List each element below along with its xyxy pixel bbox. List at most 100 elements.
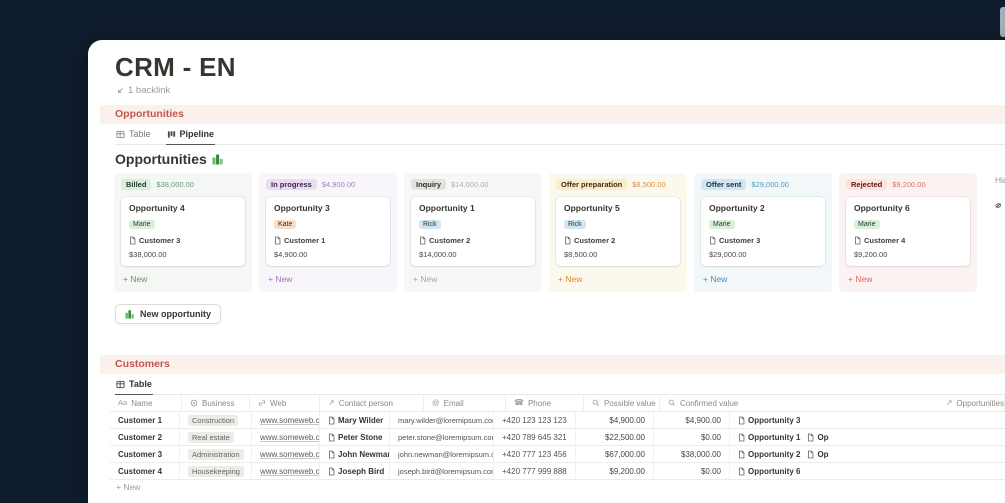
opportunity-chip[interactable]: Opportunity 6 [738,467,800,476]
cell-contact-person[interactable]: John Newman [320,446,390,462]
cell-possible-value[interactable]: $4,900.00 [576,412,654,428]
cell-name[interactable]: Customer 2 [110,429,180,445]
add-card-button[interactable]: + New [848,274,873,284]
opportunity-chip[interactable]: Opportunity 1 [738,433,800,442]
section-banner-opportunities[interactable]: Opportunities [100,105,1005,124]
cell-opportunities[interactable]: Opportunity 6 [730,463,1005,479]
table-row[interactable]: Customer 2 Real estate www.someweb.com [110,429,1005,446]
opportunity-chip[interactable]: Op [807,433,829,442]
card-title: Opportunity 1 [419,203,475,213]
document-icon [738,467,745,475]
web-link[interactable]: www.someweb.com [260,466,320,476]
opportunity-card[interactable]: Opportunity 5 Rick Customer 2 $8,500.00 [556,197,680,266]
backlink-row[interactable]: 1 backlink [116,85,1005,96]
table-column-header[interactable]: Aa ↗ @ ☎ [424,395,506,411]
cell-email[interactable]: joseph.bird@loremipsum.com [390,463,494,479]
opportunity-card[interactable]: Opportunity 6 Marie Customer 4 $9,200.00 [846,197,970,266]
board-column: Rejected $9,200.00 Opportunity 6 Marie [839,173,977,292]
cell-opportunities[interactable]: Opportunity 2 Op [730,446,1005,462]
web-link[interactable]: www.someweb.com [260,432,320,442]
cell-business[interactable]: Housekeeping [180,463,252,479]
tab-table[interactable]: Table [115,124,152,144]
cell-phone[interactable]: +420 777 999 888 [494,463,576,479]
cell-possible-value[interactable]: $9,200.00 [576,463,654,479]
add-card-button[interactable]: + New [268,274,293,284]
table-column-header[interactable]: Aa ↗ @ ☎ [584,395,660,411]
opportunity-card[interactable]: Opportunity 4 Marie Customer 3 $38,000.0… [121,197,245,266]
table-column-header[interactable]: Aa ↗ @ ☎ [660,395,938,411]
cell-web[interactable]: www.someweb.com [252,446,320,462]
cell-business[interactable]: Construction [180,412,252,428]
cell-business[interactable]: Real estate [180,429,252,445]
hidden-group-no-status[interactable]: No Status $0.00 [995,195,1005,215]
table-column-header[interactable]: Aa ↗ @ ☎ [938,395,1005,411]
cell-contact-person[interactable]: Peter Stone [320,429,390,445]
add-row-button[interactable]: + New [116,482,141,492]
add-card-button[interactable]: + New [123,274,148,284]
tab-pipeline[interactable]: Pipeline [165,124,216,145]
board-column-header[interactable]: In progress $4,900.00 [266,179,390,190]
board-column-header[interactable]: Inquiry $14,000.00 [411,179,535,190]
table-row[interactable]: Customer 3 Administration www.someweb.co… [110,446,1005,463]
cell-confirmed-value[interactable]: $4,900.00 [654,412,730,428]
table-column-header[interactable]: Aa ↗ @ ☎ [320,395,424,411]
web-link[interactable]: www.someweb.com [260,449,320,459]
cell-opportunities[interactable]: Opportunity 3 [730,412,1005,428]
document-icon [808,450,814,458]
cell-name[interactable]: Customer 3 [110,446,180,462]
cell-phone[interactable]: +420 123 123 123 [494,412,576,428]
opportunity-chip[interactable]: Op [807,450,829,459]
cell-name[interactable]: Customer 4 [110,463,180,479]
board-column-header[interactable]: Offer preparation $8,500.00 [556,179,680,190]
cell-contact-person[interactable]: Joseph Bird [320,463,390,479]
opportunity-card[interactable]: Opportunity 2 Marie Customer 3 $29,000.0… [701,197,825,266]
section-banner-customers[interactable]: Customers [100,355,1005,374]
cell-web[interactable]: www.someweb.com [252,429,320,445]
cell-confirmed-value[interactable]: $0.00 [654,463,730,479]
cell-email[interactable]: mary.wilder@loremipsum.com [390,412,494,428]
add-card-button[interactable]: + New [703,274,728,284]
cell-web[interactable]: www.someweb.com [252,463,320,479]
cell-email[interactable]: john.newman@loremipsum.com [390,446,494,462]
table-column-header[interactable]: Aa ↗ @ ☎ [182,395,250,411]
card-title: Opportunity 5 [564,203,620,213]
cell-confirmed-value[interactable]: $38,000.00 [654,446,730,462]
tab-table[interactable]: Table [115,374,153,395]
column-sum: $38,000.00 [156,180,194,189]
card-value: $38,000.00 [129,250,167,259]
table-column-header[interactable]: Aa ↗ @ ☎ [506,395,584,411]
cell-opportunities[interactable]: Opportunity 1 Op [730,429,1005,445]
cell-name[interactable]: Customer 1 [110,412,180,428]
card-title: Opportunity 2 [709,203,765,213]
cell-contact-person[interactable]: Mary Wilder [320,412,390,428]
web-link[interactable]: www.someweb.com [260,415,320,425]
cell-phone[interactable]: +420 777 123 456 [494,446,576,462]
new-opportunity-button[interactable]: New opportunity [115,304,221,324]
cell-possible-value[interactable]: $22,500.00 [576,429,654,445]
green-bar-chart-icon [125,310,134,319]
customers-table: Aa ↗ @ ☎ [110,395,1005,494]
table-row[interactable]: Customer 1 Construction www.someweb.com [110,412,1005,429]
opportunity-card[interactable]: Opportunity 1 Rick Customer 2 $14,000.00 [411,197,535,266]
add-card-button[interactable]: + New [413,274,438,284]
cell-email[interactable]: peter.stone@loremipsum.com [390,429,494,445]
cell-phone[interactable]: +420 789 645 321 [494,429,576,445]
opportunity-card[interactable]: Opportunity 3 Kate Customer 1 $4,900.00 [266,197,390,266]
cell-business[interactable]: Administration [180,446,252,462]
cell-possible-value[interactable]: $67,000.00 [576,446,654,462]
board-column-header[interactable]: Billed $38,000.00 [121,179,245,190]
cell-web[interactable]: www.someweb.com [252,412,320,428]
board-column-header[interactable]: Offer sent $29,000.00 [701,179,825,190]
table-row[interactable]: Customer 4 Housekeeping www.someweb.com [110,463,1005,480]
cell-confirmed-value[interactable]: $0.00 [654,429,730,445]
document-icon [564,236,571,245]
opportunity-chip[interactable]: Opportunity 2 [738,450,800,459]
add-card-button[interactable]: + New [558,274,583,284]
status-tag: Offer sent [701,179,747,190]
table-column-header[interactable]: Aa ↗ @ ☎ [110,395,182,411]
table-column-header[interactable]: Aa ↗ @ ☎ [250,395,320,411]
board-column-header[interactable]: Rejected $9,200.00 [846,179,970,190]
column-header-label: Confirmed value [680,398,739,408]
opportunity-chip[interactable]: Opportunity 3 [738,416,800,425]
